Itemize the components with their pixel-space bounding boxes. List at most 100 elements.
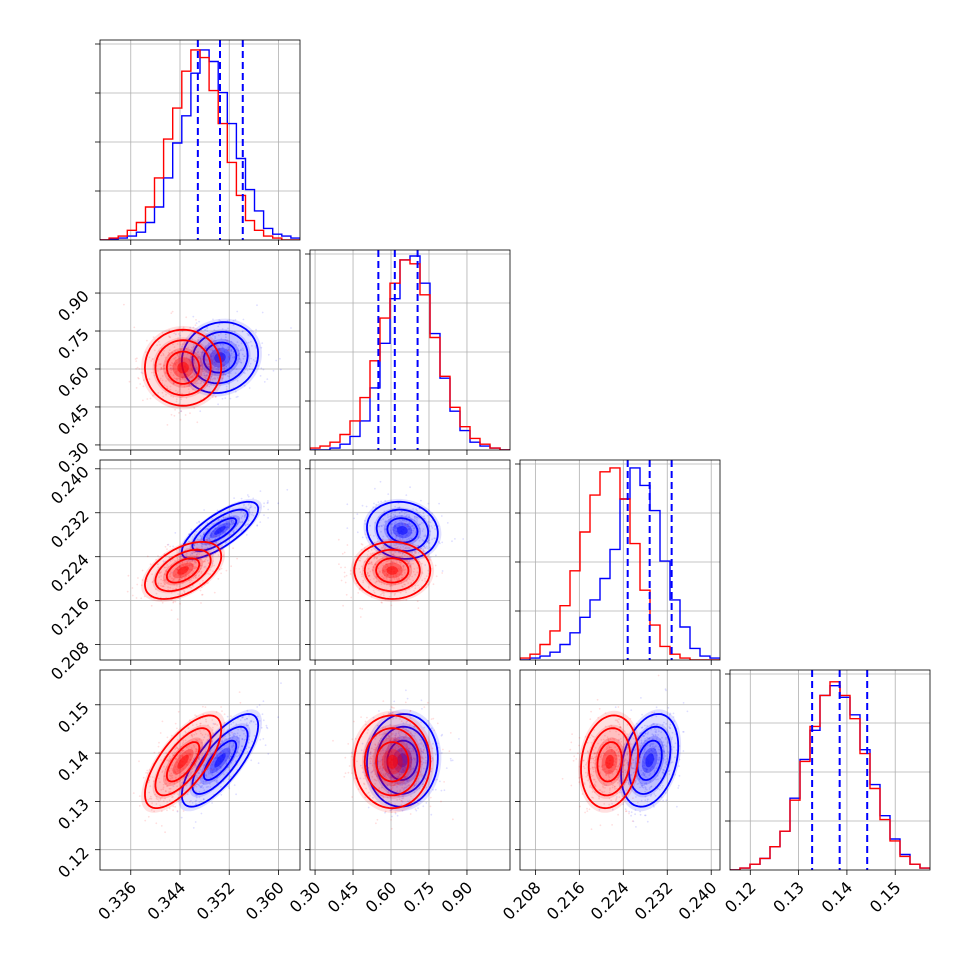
scatter-point [218,518,220,521]
scatter-point [243,372,246,375]
scatter-point [198,757,200,760]
scatter-point [377,567,380,570]
scatter-point [430,718,433,720]
scatter-point [189,358,192,361]
scatter-point [241,745,243,747]
scatter-point [391,815,393,818]
scatter-point [383,583,386,585]
scatter-point [194,821,197,823]
scatter-point [227,349,230,351]
scatter-point [236,736,239,739]
scatter-point [232,508,234,510]
scatter-point [205,359,208,362]
scatter-point [163,573,166,576]
scatter-point [393,525,396,527]
scatter-point [436,722,439,725]
scatter-point [181,781,184,784]
scatter-point [614,706,617,709]
scatter-point [368,560,371,563]
scatter-point [157,340,160,343]
scatter-point [204,358,207,361]
scatter-point [177,710,180,713]
scatter-point [205,358,208,361]
scatter-point [343,575,346,578]
scatter-point [362,579,365,582]
scatter-point [158,363,161,365]
scatter-point [277,716,280,719]
scatter-point [126,590,129,593]
scatter-point [230,521,233,524]
scatter-point [146,769,149,772]
scatter-point [157,582,160,585]
scatter-point [413,552,416,555]
scatter-point [212,546,215,549]
scatter-point [131,594,134,597]
scatter-point [215,535,218,538]
scatter-point [228,787,231,790]
scatter-point [682,750,685,752]
scatter-point [360,565,363,568]
scatter-point [211,379,214,381]
scatter-point [195,803,198,806]
scatter-point [238,737,241,739]
scatter-point [215,528,218,531]
scatter-point [185,552,188,555]
scatter-point [231,356,234,359]
scatter-point [383,574,386,577]
scatter-point [223,350,226,353]
scatter-point [405,580,408,582]
scatter-point [376,818,379,821]
scatter-point [676,805,678,808]
scatter-point [190,375,193,378]
scatter-point [176,391,179,394]
scatter-point [166,543,169,546]
scatter-point [188,377,191,380]
scatter-point [227,362,230,365]
scatter-point [215,780,218,782]
scatter-point [206,559,209,562]
scatter-point [366,716,368,719]
scatter-point [220,332,222,335]
scatter-point [191,375,194,378]
scatter-point [219,753,222,755]
scatter-point [184,343,187,346]
scatter-point [205,355,207,357]
scatter-point [266,378,269,380]
scatter-point [232,531,235,534]
scatter-point [272,369,275,372]
scatter-point [151,581,154,584]
scatter-point [416,509,418,512]
scatter-point [340,579,343,582]
scatter-point [245,722,248,725]
scatter-point [370,595,373,598]
scatter-point [398,512,401,514]
scatter-point [241,738,244,741]
scatter-point [250,759,253,762]
scatter-point [396,526,399,529]
scatter-point [211,802,214,804]
contour-line [191,725,249,795]
scatter-point [241,521,244,524]
scatter-point [210,544,213,547]
scatter-point [375,503,378,506]
scatter-point [196,556,198,559]
scatter-point [205,375,208,377]
scatter-point [371,568,374,571]
scatter-point [210,355,213,358]
scatter-point [247,334,250,337]
scatter-point [181,577,183,579]
scatter-point [189,360,192,363]
scatter-point [260,726,263,729]
scatter-point [203,789,206,791]
scatter-point [153,751,156,754]
scatter-point [187,559,190,562]
scatter-point [179,757,182,759]
scatter-point [207,767,210,770]
scatter-point [418,561,421,563]
scatter-point [254,345,257,347]
scatter-point [210,532,213,535]
scatter-point [193,357,195,360]
scatter-point [403,572,406,574]
scatter-point [388,576,391,579]
scatter-point [195,803,197,806]
